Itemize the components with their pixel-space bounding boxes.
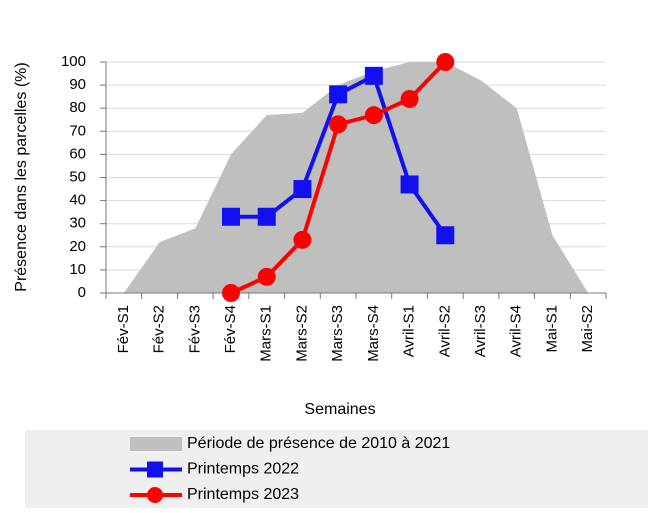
legend-label: Printemps 2022 xyxy=(187,461,299,478)
x-tick-label: Avril-S4 xyxy=(508,305,525,357)
y-axis-title: Présence dans les parcelles (%) xyxy=(13,62,30,291)
y-tick-label: 70 xyxy=(69,122,86,139)
y-tick-label: 90 xyxy=(69,76,86,93)
marker xyxy=(257,267,276,286)
y-tick-label: 30 xyxy=(69,215,86,232)
x-tick-label: Fév-S1 xyxy=(115,305,132,353)
y-tick-label: 80 xyxy=(69,99,86,116)
legend-label: Printemps 2023 xyxy=(187,486,299,503)
y-tick-label: 20 xyxy=(69,238,86,255)
x-axis-title: Semaines xyxy=(304,401,375,418)
x-tick-label: Avril-S3 xyxy=(472,305,489,357)
marker xyxy=(222,284,240,302)
y-tick-label: 60 xyxy=(69,145,86,162)
marker xyxy=(436,53,455,71)
legend-background xyxy=(25,430,648,508)
marker xyxy=(329,85,348,104)
marker xyxy=(436,226,455,245)
legend-marker xyxy=(147,461,163,478)
marker xyxy=(364,106,383,125)
x-tick-label: Mai-S2 xyxy=(579,305,596,353)
y-tick-label: 0 xyxy=(78,284,86,301)
x-tick-label: Mars-S1 xyxy=(258,305,275,362)
marker xyxy=(364,66,383,85)
marker xyxy=(400,175,419,194)
x-tick-label: Mars-S4 xyxy=(365,305,382,362)
marker xyxy=(257,207,276,226)
x-tick-label: Avril-S1 xyxy=(401,305,418,357)
y-tick-label: 40 xyxy=(69,192,86,209)
x-tick-label: Mai-S1 xyxy=(543,305,560,353)
marker xyxy=(293,230,312,249)
legend-marker xyxy=(147,487,163,503)
marker xyxy=(293,180,312,199)
x-tick-label: Mars-S2 xyxy=(293,305,310,362)
x-tick-label: Fév-S4 xyxy=(222,305,239,353)
marker xyxy=(222,207,240,226)
x-tick-label: Fév-S2 xyxy=(151,305,168,353)
y-tick-label: 10 xyxy=(69,261,86,278)
y-tick-label: 50 xyxy=(69,168,86,185)
x-tick-label: Avril-S2 xyxy=(436,305,453,357)
marker xyxy=(400,89,419,108)
x-tick-label: Mars-S3 xyxy=(329,305,346,362)
marker xyxy=(329,115,348,134)
legend-swatch xyxy=(130,437,182,451)
legend-label: Période de présence de 2010 à 2021 xyxy=(187,435,450,452)
x-tick-label: Fév-S3 xyxy=(186,305,203,353)
y-tick-label: 100 xyxy=(61,53,86,70)
area xyxy=(123,62,589,293)
